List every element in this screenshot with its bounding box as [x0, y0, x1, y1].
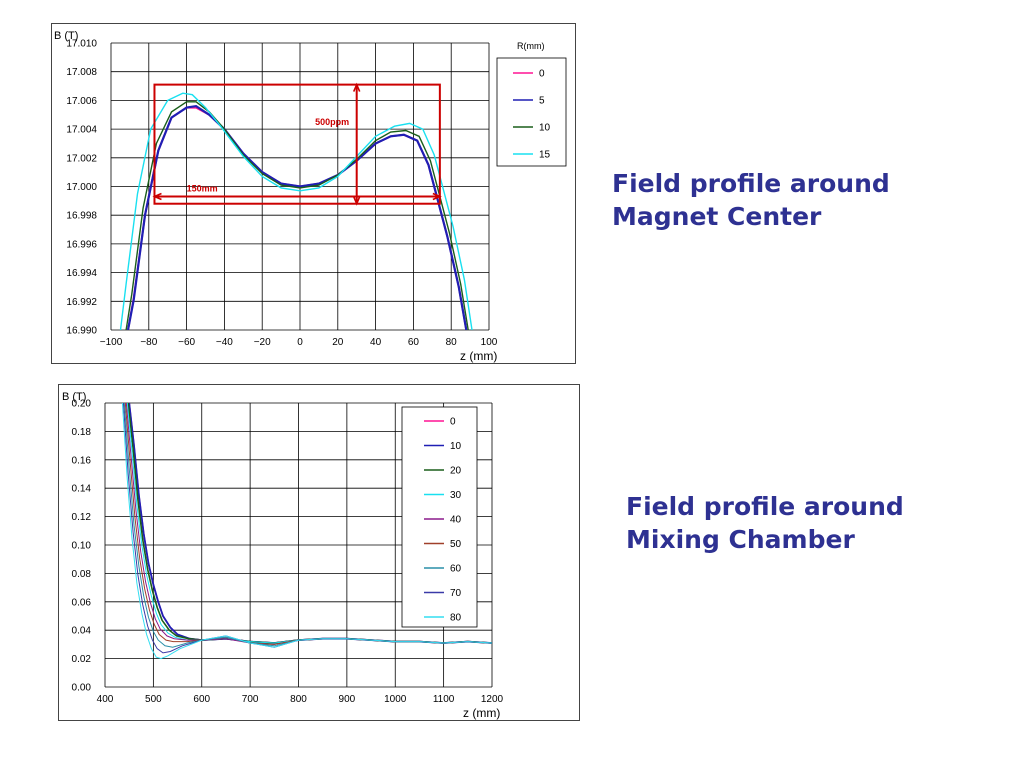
- y-tick-label: 16.996: [66, 239, 97, 250]
- x-tick-label: −20: [254, 337, 271, 348]
- mm-arrow-head-right: [432, 192, 442, 201]
- series-line-r80: [121, 403, 492, 660]
- x-tick-label: −100: [100, 337, 123, 348]
- y-tick-label: 0.18: [72, 427, 92, 438]
- y-axis-label: B (T): [54, 30, 78, 42]
- x-axis-label: z (mm): [460, 349, 497, 363]
- ppm-arrow-head-top: [352, 82, 361, 92]
- x-tick-label: 40: [370, 337, 382, 348]
- legend-entry: 10: [450, 441, 462, 452]
- x-tick-label: 1100: [433, 694, 455, 705]
- mm-arrow-head-left: [152, 192, 162, 201]
- y-tick-label: 0.16: [72, 455, 92, 466]
- y-tick-label: 16.998: [66, 211, 97, 222]
- y-tick-label: 0.02: [72, 654, 92, 665]
- series-line-r15: [119, 92, 473, 330]
- legend-entry: 70: [450, 588, 462, 599]
- y-tick-label: 0.06: [72, 597, 92, 608]
- x-tick-label: 80: [446, 337, 458, 348]
- legend-entry: 5: [539, 96, 545, 107]
- legend-entry: 80: [450, 613, 462, 624]
- legend-entry: 0: [450, 417, 456, 428]
- x-tick-label: 900: [339, 694, 356, 705]
- x-tick-label: −80: [140, 337, 157, 348]
- y-tick-label: 17.008: [66, 67, 97, 78]
- magnet-center-caption: Field profile around Magnet Center: [612, 167, 890, 233]
- x-tick-label: 1200: [481, 694, 504, 705]
- x-tick-label: 0: [297, 337, 303, 348]
- mixing-chamber-chart: 400 500 600 700 800 900 1000 1100 1200 0.00 0.02 0.…: [58, 384, 580, 721]
- caption-line: Magnet Center: [612, 202, 822, 231]
- y-tick-label: 0.04: [72, 626, 92, 637]
- x-tick-label: 500: [145, 694, 162, 705]
- legend-entry: 30: [450, 490, 462, 501]
- legend-entry: 0: [539, 69, 545, 80]
- region-outline: [153, 83, 441, 205]
- y-tick-label: 16.994: [66, 268, 97, 279]
- x-tick-label: −40: [216, 337, 233, 348]
- legend-entry: 50: [450, 539, 462, 550]
- legend-entry: 40: [450, 515, 462, 526]
- legend-entry: 60: [450, 564, 462, 575]
- y-tick-label: 17.004: [66, 125, 97, 136]
- y-tick-label: 0.00: [72, 683, 92, 694]
- x-tick-label: 60: [408, 337, 420, 348]
- x-tick-label: 1000: [384, 694, 407, 705]
- legend-entry: 15: [539, 150, 551, 161]
- magnet-center-chart: −100 −80 −60 −40 −20 0 20 40 60 80 100 16.990 16.992…: [51, 23, 576, 364]
- legend-title: R(mm): [517, 41, 545, 51]
- series-line-r10: [125, 101, 469, 330]
- x-tick-label: 20: [332, 337, 344, 348]
- magnet-center-plot: −100 −80 −60 −40 −20 0 20 40 60 80 10016.99016.992…: [54, 30, 567, 363]
- y-tick-label: 0.14: [72, 484, 92, 495]
- mixing-chamber-caption: Field profile around Mixing Chamber: [626, 490, 904, 556]
- legend-box: [496, 57, 567, 167]
- x-tick-label: 800: [290, 694, 307, 705]
- y-tick-label: 16.992: [66, 297, 97, 308]
- caption-line: Mixing Chamber: [626, 525, 855, 554]
- y-tick-label: 0.20: [72, 399, 92, 410]
- legend-entry: 20: [450, 466, 462, 477]
- y-tick-label: 16.990: [66, 326, 97, 337]
- x-tick-label: 100: [481, 337, 498, 348]
- mixing-chamber-plot: 400 500 600 700 800 900 1000 1100 12000.000.020.…: [62, 391, 504, 720]
- y-tick-label: 17.002: [66, 153, 97, 164]
- y-tick-label: 17.000: [66, 182, 97, 193]
- x-axis-label: z (mm): [463, 706, 500, 720]
- x-tick-label: 700: [242, 694, 259, 705]
- x-tick-label: −60: [178, 337, 195, 348]
- caption-line: Field profile around: [612, 169, 890, 198]
- x-tick-label: 600: [193, 694, 210, 705]
- legend-box: [401, 406, 478, 628]
- mm-annotation: 150mm: [187, 184, 218, 194]
- ppm-arrow-head-bottom: [352, 196, 361, 206]
- ppm-annotation: 500ppm: [315, 117, 349, 127]
- y-axis-label: B (T): [62, 391, 86, 403]
- legend-entry: 10: [539, 123, 551, 134]
- y-tick-label: 0.08: [72, 569, 92, 580]
- caption-line: Field profile around: [626, 492, 904, 521]
- y-tick-label: 17.006: [66, 96, 97, 107]
- series-line-r5: [126, 104, 468, 330]
- y-tick-label: 17.010: [66, 39, 97, 50]
- x-tick-label: 400: [97, 694, 114, 705]
- y-tick-label: 0.10: [72, 541, 92, 552]
- y-tick-label: 0.12: [72, 512, 92, 523]
